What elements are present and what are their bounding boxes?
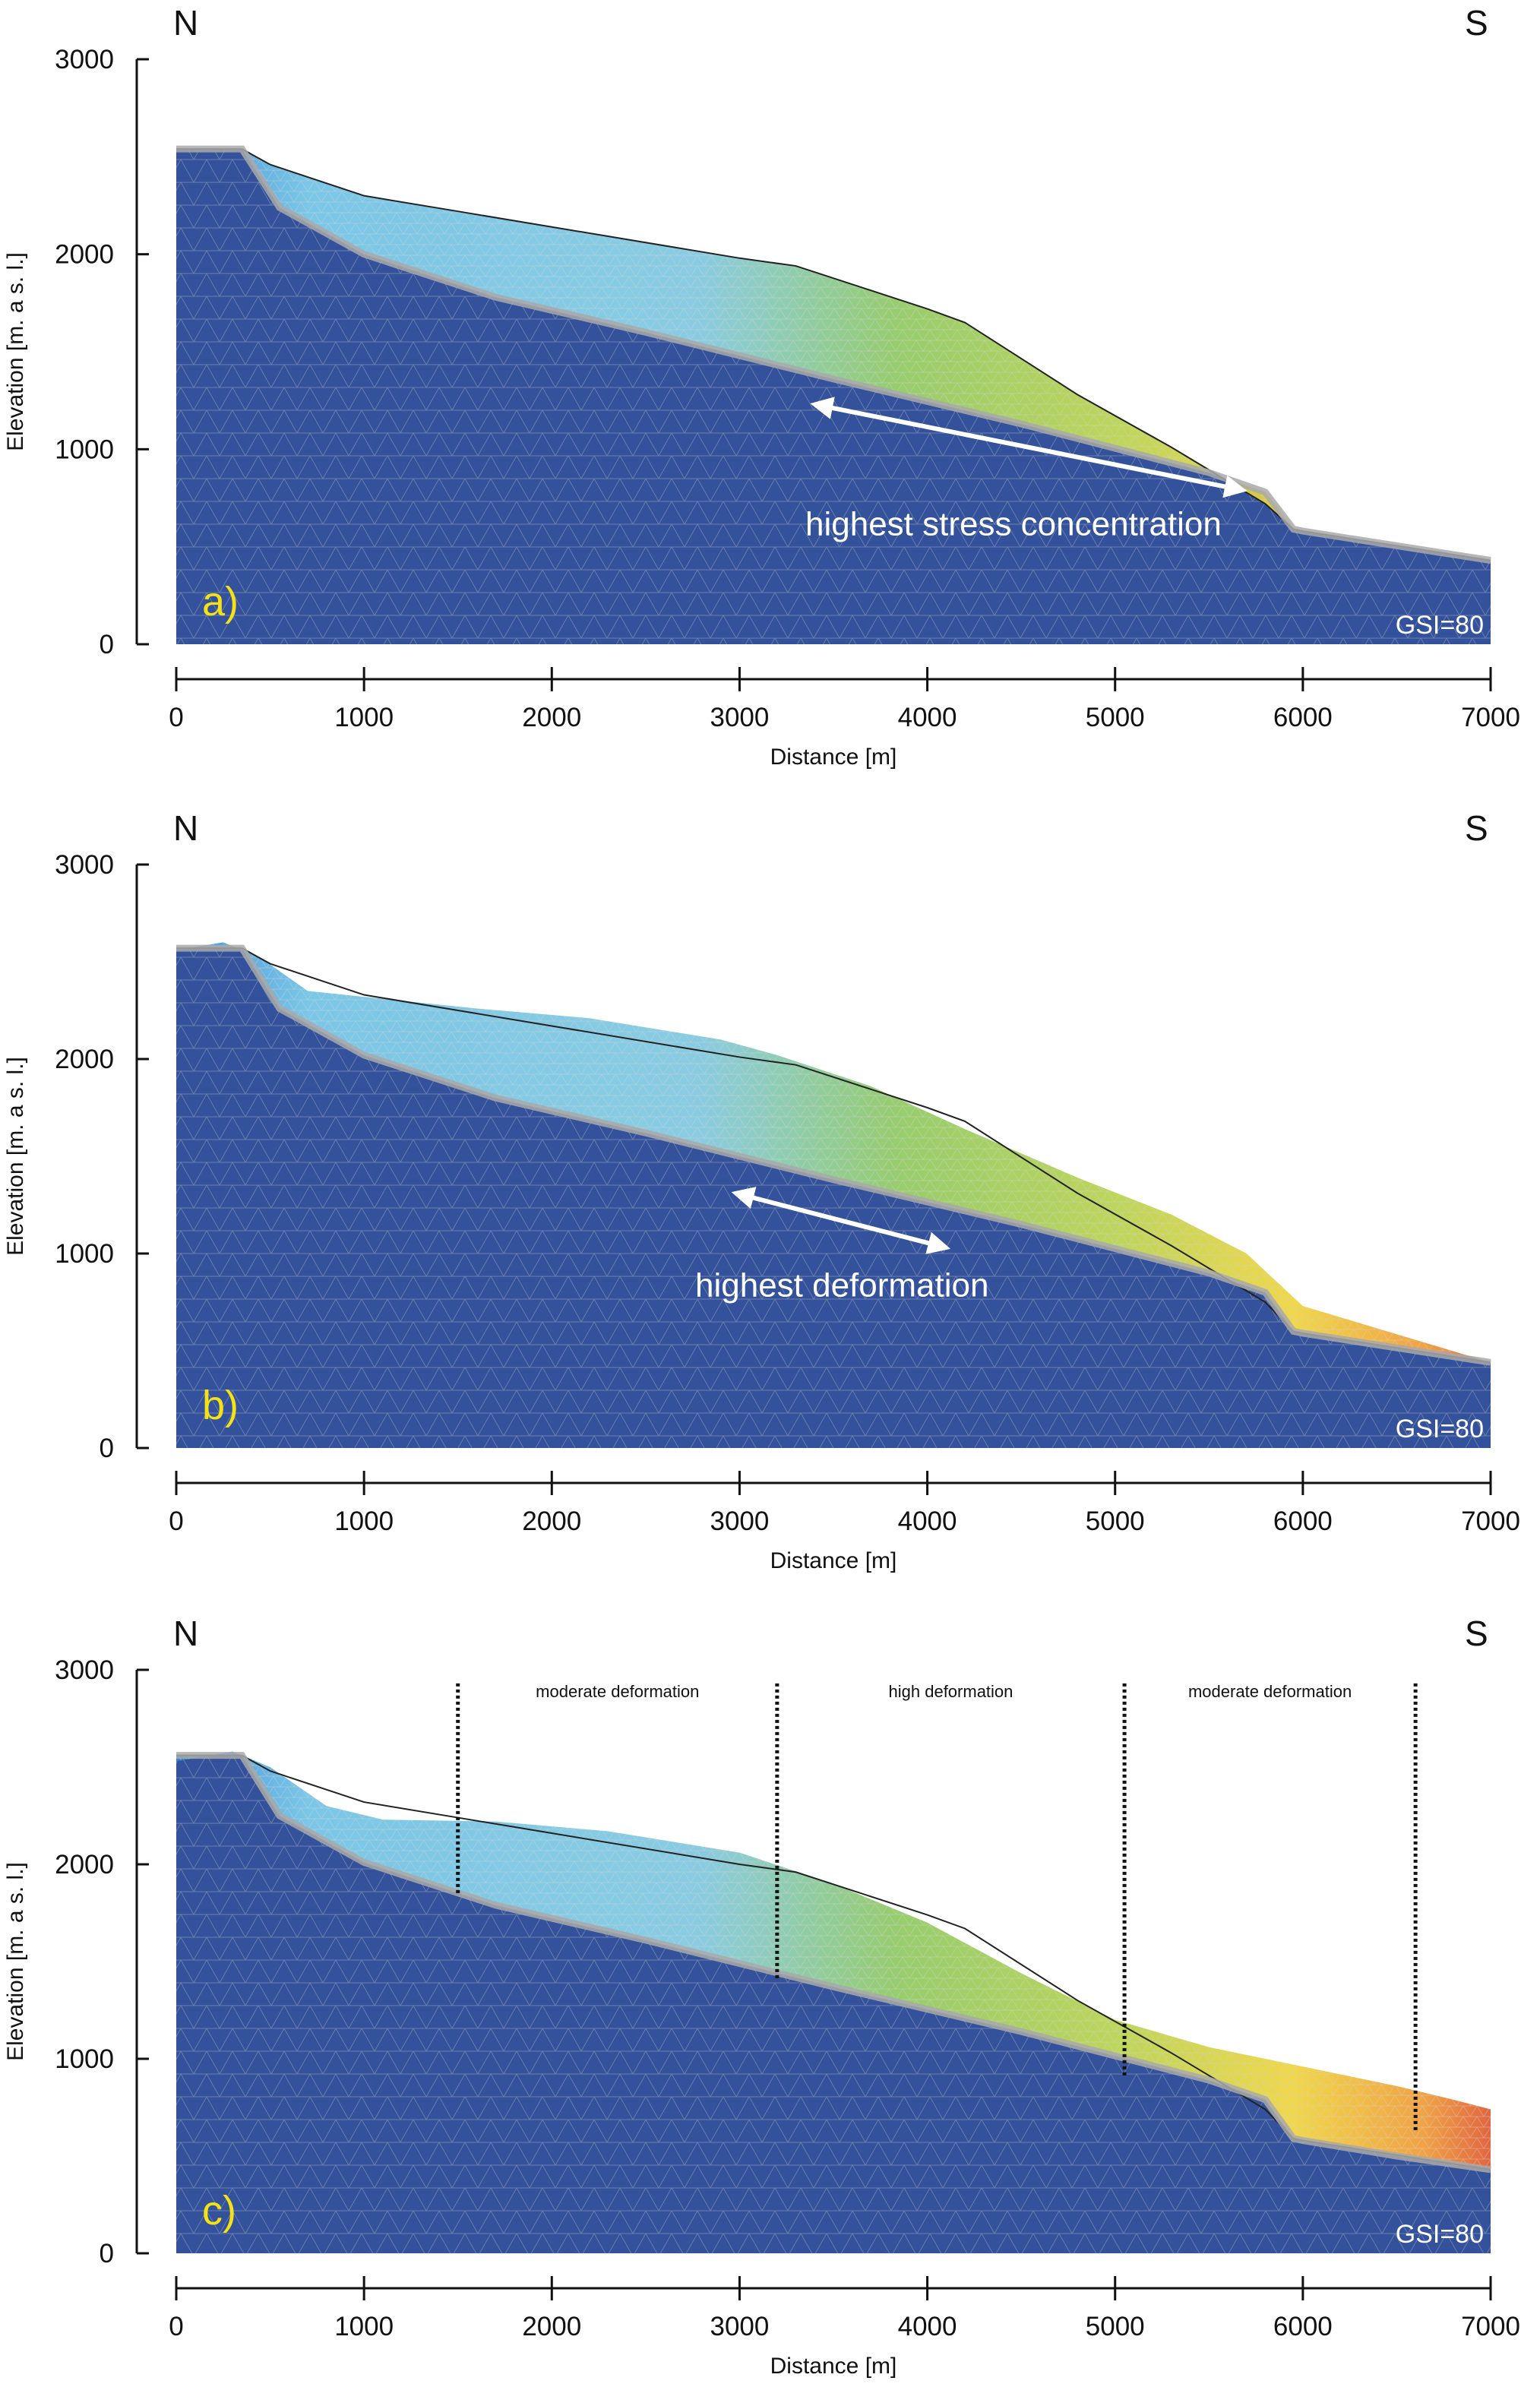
y-tick-label: 0 [100,2239,114,2268]
x-tick-label: 5000 [1086,703,1145,732]
panel-letter: b) [202,1383,239,1428]
compass-south: S [1465,808,1488,848]
annotation-label: highest deformation [695,1266,988,1304]
compass-south: S [1465,1614,1488,1653]
x-axis: 0 1000 2000 3000 4000 5000 6000 7000 [169,667,1520,732]
zone-label-2: high deformation [889,1682,1013,1701]
x-tick-label: 2000 [522,1506,581,1536]
x-tick-label: 6000 [1273,703,1333,732]
annotation-label: highest stress concentration [805,505,1222,542]
basal-shear-zone [176,145,1491,564]
y-axis: 0 1000 2000 3000 [55,45,149,659]
x-tick-label: 2000 [522,703,581,732]
y-tick-label: 2000 [55,1850,114,1880]
x-tick-label: 7000 [1461,703,1520,732]
x-tick-label: 5000 [1086,2312,1145,2341]
y-tick-label: 3000 [55,850,114,880]
x-tick-label: 2000 [522,2312,581,2341]
zone-boundaries [456,1683,1418,2133]
gsi-label: GSI=80 [1396,611,1484,640]
x-tick-label: 5000 [1086,1506,1145,1536]
x-tick-label: 3000 [710,2312,769,2341]
x-tick-label: 4000 [898,2312,957,2341]
y-axis: 0 1000 2000 3000 [55,1655,149,2268]
zone-label-3: moderate deformation [1188,1682,1352,1701]
gsi-label: GSI=80 [1396,2220,1484,2249]
x-axis: 0 1000 2000 3000 4000 5000 6000 7000 [169,1471,1520,1536]
x-axis-title: Distance [m] [770,1548,897,1573]
rock-mesh [176,149,1491,645]
y-tick-label: 1000 [55,1239,114,1269]
compass-north: N [173,1614,198,1653]
x-tick-label: 7000 [1461,2312,1520,2341]
x-tick-label: 4000 [898,703,957,732]
x-tick-label: 1000 [334,703,394,732]
panel-c: moderate deformation high deformation mo… [3,1614,1520,2379]
x-tick-label: 7000 [1461,1506,1520,1536]
x-tick-label: 1000 [334,2312,394,2341]
y-tick-label: 2000 [55,1045,114,1074]
y-tick-label: 0 [100,1434,114,1463]
y-tick-label: 1000 [55,435,114,464]
y-tick-label: 1000 [55,2044,114,2074]
basal-shear-zone [176,1752,1491,2174]
y-axis-title: Elevation [m. a s. l.] [3,252,28,451]
ground-surface-line [176,148,1491,561]
x-tick-label: 6000 [1273,2312,1333,2341]
x-tick-label: 3000 [710,1506,769,1536]
annotation-arrow [731,1187,951,1254]
panel-a: highest stress concentration a) GSI=80 N… [3,3,1520,770]
x-tick-label: 0 [169,703,183,732]
compass-south: S [1465,3,1488,43]
y-tick-label: 0 [100,630,114,659]
panel-letter: c) [202,2188,236,2234]
y-axis-title: Elevation [m. a s. l.] [3,1862,28,2061]
x-tick-label: 0 [169,1506,183,1536]
annotation-arrow [810,397,1247,498]
x-axis: 0 1000 2000 3000 4000 5000 6000 7000 [169,2276,1520,2341]
x-axis-title: Distance [m] [770,2354,897,2379]
compass-north: N [173,808,198,848]
panel-letter: a) [202,579,239,624]
compass-north: N [173,3,198,43]
y-tick-label: 3000 [55,45,114,74]
y-tick-label: 2000 [55,240,114,270]
x-tick-label: 0 [169,2312,183,2341]
basal-shear-zone [176,944,1491,1366]
gsi-label: GSI=80 [1396,1415,1484,1443]
x-tick-label: 1000 [334,1506,394,1536]
zone-label-1: moderate deformation [536,1682,699,1701]
x-tick-label: 6000 [1273,1506,1333,1536]
panel-b: highest deformation b) GSI=80 N S 0 1000 2… [3,808,1520,1573]
y-axis: 0 1000 2000 3000 [55,850,149,1463]
rock-mesh [176,1755,1491,2253]
x-tick-label: 4000 [898,1506,957,1536]
x-axis-title: Distance [m] [770,745,897,770]
x-tick-label: 3000 [710,703,769,732]
y-axis-title: Elevation [m. a s. l.] [3,1057,28,1256]
y-tick-label: 3000 [55,1655,114,1685]
